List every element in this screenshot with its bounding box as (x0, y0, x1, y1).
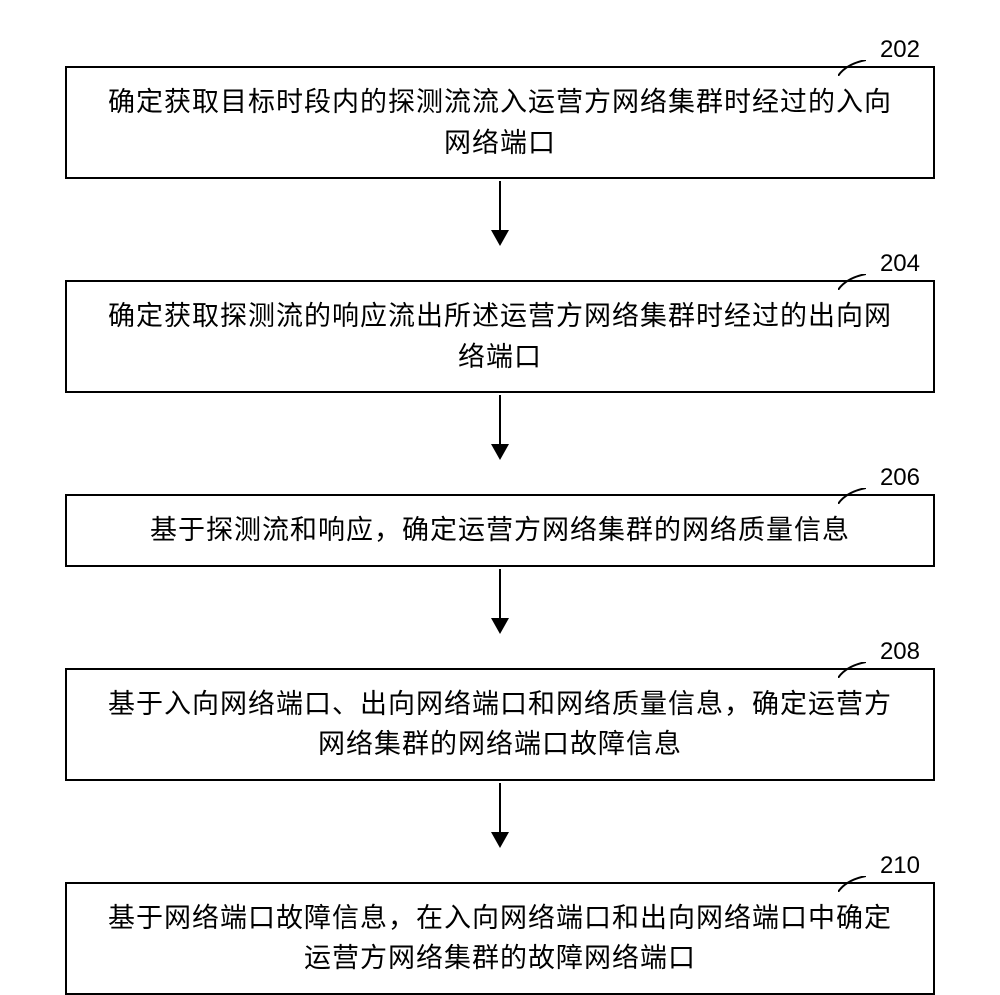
arrow-line (499, 783, 502, 833)
step-label: 202 (880, 36, 920, 64)
step-label: 204 (880, 250, 920, 278)
arrow-line (499, 395, 502, 445)
arrow (491, 569, 509, 634)
step-label: 206 (880, 464, 920, 492)
step-210: 210 基于网络端口故障信息，在入向网络端口和出向网络端口中确定运营方网络集群的… (50, 846, 950, 995)
leader-line (838, 488, 866, 504)
flowchart: 202 确定获取目标时段内的探测流流入运营方网络集群时经过的入向网络端口 204… (50, 30, 950, 995)
step-box: 确定获取目标时段内的探测流流入运营方网络集群时经过的入向网络端口 (65, 66, 935, 179)
leader-line (838, 60, 866, 76)
arrow (491, 395, 509, 460)
leader-line (838, 876, 866, 892)
label-row: 204 (50, 244, 950, 280)
leader-line (838, 274, 866, 290)
step-label: 210 (880, 852, 920, 880)
arrow-line (499, 181, 502, 231)
step-box: 确定获取探测流的响应流出所述运营方网络集群时经过的出向网络端口 (65, 280, 935, 393)
step-box: 基于探测流和响应，确定运营方网络集群的网络质量信息 (65, 494, 935, 567)
step-box: 基于入向网络端口、出向网络端口和网络质量信息，确定运营方网络集群的网络端口故障信… (65, 668, 935, 781)
step-208: 208 基于入向网络端口、出向网络端口和网络质量信息，确定运营方网络集群的网络端… (50, 632, 950, 781)
arrow (491, 181, 509, 246)
step-label: 208 (880, 638, 920, 666)
leader-line (838, 662, 866, 678)
label-row: 206 (50, 458, 950, 494)
step-202: 202 确定获取目标时段内的探测流流入运营方网络集群时经过的入向网络端口 (50, 30, 950, 179)
arrow (491, 783, 509, 848)
arrow-line (499, 569, 502, 619)
step-204: 204 确定获取探测流的响应流出所述运营方网络集群时经过的出向网络端口 (50, 244, 950, 393)
label-row: 202 (50, 30, 950, 66)
step-box: 基于网络端口故障信息，在入向网络端口和出向网络端口中确定运营方网络集群的故障网络… (65, 882, 935, 995)
step-206: 206 基于探测流和响应，确定运营方网络集群的网络质量信息 (50, 458, 950, 567)
label-row: 210 (50, 846, 950, 882)
label-row: 208 (50, 632, 950, 668)
